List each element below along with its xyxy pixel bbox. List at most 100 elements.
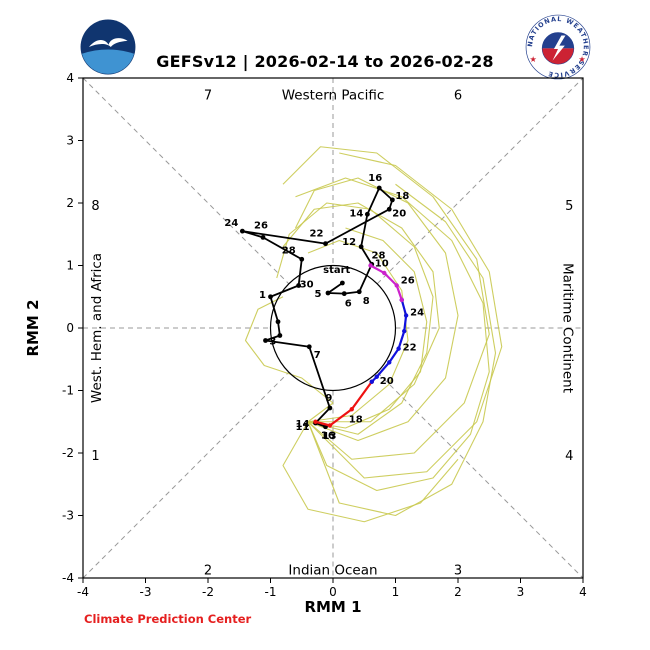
observed-point bbox=[323, 241, 328, 247]
phase-number-label: 3 bbox=[454, 564, 462, 579]
observed-date-label: 26 bbox=[254, 220, 268, 231]
forecast-segment-line bbox=[315, 381, 373, 427]
forecast-date-label: 20 bbox=[380, 376, 394, 387]
y-tick-label: -4 bbox=[62, 571, 74, 585]
x-tick-label: 1 bbox=[392, 585, 400, 599]
forecast-point bbox=[327, 423, 333, 428]
y-tick-label: 0 bbox=[66, 321, 74, 335]
forecast-point bbox=[394, 283, 399, 288]
forecast-trajectory: 14 16 18 20 22 24 26 28 bbox=[296, 251, 425, 442]
x-tick-label: 0 bbox=[329, 585, 337, 599]
nws-logo-lightning-icon bbox=[552, 35, 566, 61]
y-tick-label: -1 bbox=[62, 384, 74, 398]
ensemble-member-line bbox=[282, 421, 459, 523]
y-tick-label: -3 bbox=[62, 509, 74, 523]
region-label: Indian Ocean bbox=[288, 563, 377, 579]
ensemble-member-line bbox=[307, 227, 428, 429]
observed-date-label: 14 bbox=[349, 208, 363, 219]
observed-date-label: 24 bbox=[224, 218, 238, 229]
observed-date-label: 5 bbox=[315, 289, 322, 300]
nws-logo-star-left: ★ bbox=[529, 54, 536, 64]
ensemble-member-line bbox=[282, 202, 440, 423]
observed-date-label: 3 bbox=[269, 337, 276, 348]
ensemble-member-line bbox=[307, 152, 503, 479]
region-labels: Western Pacific Indian Ocean West. Hem. an… bbox=[89, 88, 576, 579]
observed-date-label: 11 bbox=[296, 422, 310, 433]
observed-date-label: 12 bbox=[342, 237, 356, 248]
observed-point bbox=[239, 228, 245, 234]
forecast-date-label: 24 bbox=[410, 308, 424, 319]
phase-numbers: 7 68 51 42 3 bbox=[91, 89, 573, 579]
observed-date-label: 30 bbox=[300, 280, 314, 291]
forecast-date-label: 22 bbox=[403, 343, 417, 354]
phase-number-label: 1 bbox=[91, 449, 99, 464]
nws-logo-star-right: ★ bbox=[578, 54, 585, 64]
forecast-segment-line bbox=[369, 264, 403, 301]
unit-circle-group bbox=[269, 264, 397, 392]
region-label: Maritime Continent bbox=[559, 263, 575, 393]
y-tick-label: 1 bbox=[66, 259, 74, 273]
observed-point bbox=[277, 333, 283, 338]
observed-date-label: 6 bbox=[345, 299, 352, 310]
start-label: start bbox=[323, 265, 350, 276]
forecast-point bbox=[349, 407, 354, 412]
y-tick-label: 3 bbox=[66, 134, 74, 148]
observed-point bbox=[263, 338, 268, 343]
observed-point bbox=[306, 344, 312, 350]
phase-number-label: 5 bbox=[565, 199, 573, 214]
forecast-segment-line bbox=[370, 299, 408, 383]
noaa-logo-gull-icon bbox=[88, 38, 128, 47]
forecast-point bbox=[369, 379, 374, 384]
observed-point bbox=[260, 234, 266, 240]
forecast-point bbox=[396, 346, 401, 351]
observed-point bbox=[327, 405, 333, 411]
x-tick-label: -1 bbox=[265, 585, 277, 599]
x-tick-label: -3 bbox=[140, 585, 152, 599]
phase-number-label: 8 bbox=[91, 199, 99, 214]
forecast-point bbox=[368, 263, 373, 268]
credit-text: Climate Prediction Center bbox=[84, 612, 252, 626]
nws-logo-sky bbox=[542, 32, 574, 49]
ensemble-member-line bbox=[307, 183, 497, 517]
observed-point bbox=[356, 289, 362, 295]
phase-number-label: 7 bbox=[204, 89, 212, 104]
region-label: West. Hem. and Africa bbox=[89, 253, 105, 403]
observed-date-label: 7 bbox=[314, 350, 321, 361]
x-tick-label: 2 bbox=[454, 585, 462, 599]
observed-point bbox=[339, 280, 345, 286]
forecast-date-label: 28 bbox=[372, 251, 386, 262]
phase-number-label: 2 bbox=[204, 564, 212, 579]
noaa-logo-wave bbox=[81, 49, 135, 74]
forecast-point bbox=[382, 270, 387, 276]
forecast-date-label: 18 bbox=[349, 414, 363, 425]
region-label: Western Pacific bbox=[282, 88, 385, 104]
forecast-date-label: 26 bbox=[401, 276, 415, 287]
ensemble-member-line bbox=[282, 146, 490, 460]
observed-point bbox=[364, 211, 370, 217]
observed-point bbox=[341, 291, 347, 297]
y-tick-label: -2 bbox=[62, 446, 74, 460]
y-axis-label: RMM 2 bbox=[24, 299, 42, 356]
forecast-point bbox=[387, 360, 392, 365]
observed-point bbox=[275, 319, 281, 325]
observed-date-label: 9 bbox=[325, 393, 332, 404]
page-title: GEFSv12 | 2026-02-14 to 2026-02-28 bbox=[156, 52, 494, 71]
observed-date-label: 1 bbox=[259, 290, 266, 301]
dashed-guides bbox=[82, 77, 584, 579]
noaa-logo bbox=[80, 19, 136, 75]
observed-point bbox=[358, 244, 364, 250]
forecast-point bbox=[313, 419, 318, 424]
observed-date-label: 18 bbox=[395, 191, 409, 202]
forecast-date-label: 16 bbox=[321, 431, 335, 442]
observed-date-label: 8 bbox=[363, 296, 370, 307]
observed-point bbox=[389, 197, 395, 203]
forecast-point bbox=[403, 313, 409, 318]
phase-number-label: 4 bbox=[565, 449, 573, 464]
forecast-point bbox=[402, 328, 407, 334]
x-axis-label: RMM 1 bbox=[304, 598, 361, 616]
ensemble-member-line bbox=[295, 177, 490, 492]
observed-point bbox=[268, 294, 273, 300]
